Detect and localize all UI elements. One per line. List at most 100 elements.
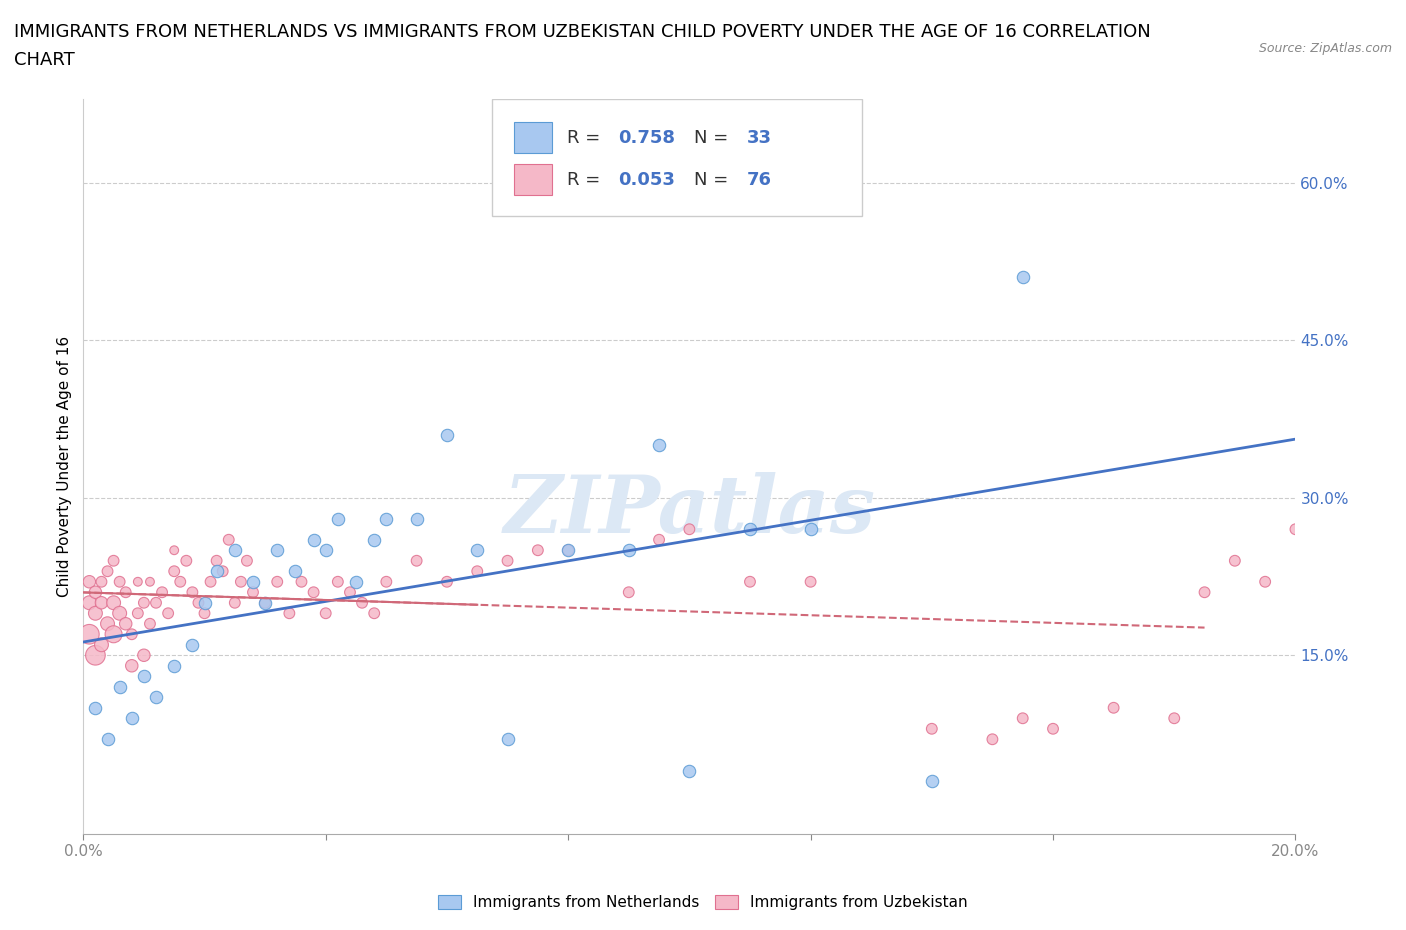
- Point: [90, 595, 112, 610]
- Point: [181, 637, 204, 652]
- Point: [290, 575, 312, 590]
- Point: [90, 637, 112, 652]
- Point: [496, 553, 519, 568]
- Point: [921, 722, 943, 737]
- Point: [242, 575, 264, 590]
- Point: [176, 553, 198, 568]
- Point: [187, 595, 209, 610]
- Point: [254, 595, 277, 610]
- Point: [738, 522, 761, 537]
- Point: [278, 605, 301, 620]
- Point: [527, 543, 550, 558]
- Text: CHART: CHART: [14, 51, 75, 69]
- Text: ZIPatlas: ZIPatlas: [503, 472, 876, 549]
- Point: [84, 585, 107, 600]
- Text: 33: 33: [747, 128, 772, 147]
- Point: [405, 553, 427, 568]
- Point: [79, 575, 101, 590]
- Point: [436, 427, 458, 442]
- Point: [352, 595, 374, 610]
- Text: 0.053: 0.053: [617, 170, 675, 189]
- Y-axis label: Child Poverty Under the Age of 16: Child Poverty Under the Age of 16: [58, 336, 72, 597]
- Point: [236, 553, 259, 568]
- Point: [84, 700, 107, 715]
- Point: [108, 575, 131, 590]
- Point: [145, 690, 167, 705]
- Point: [800, 522, 823, 537]
- Point: [157, 605, 180, 620]
- Point: [132, 595, 155, 610]
- Point: [224, 595, 246, 610]
- Point: [103, 627, 125, 642]
- Point: [121, 658, 143, 673]
- Point: [617, 585, 640, 600]
- Point: [79, 627, 101, 642]
- Point: [800, 575, 823, 590]
- Point: [114, 585, 136, 600]
- Point: [108, 605, 131, 620]
- Text: 0.758: 0.758: [617, 128, 675, 147]
- Point: [981, 732, 1004, 747]
- Text: IMMIGRANTS FROM NETHERLANDS VS IMMIGRANTS FROM UZBEKISTAN CHILD POVERTY UNDER TH: IMMIGRANTS FROM NETHERLANDS VS IMMIGRANT…: [14, 23, 1150, 41]
- Point: [363, 532, 385, 547]
- Point: [648, 438, 671, 453]
- Point: [96, 564, 118, 578]
- Point: [1194, 585, 1216, 600]
- Point: [678, 764, 700, 778]
- Text: N =: N =: [695, 170, 734, 189]
- Point: [163, 543, 186, 558]
- Point: [465, 564, 488, 578]
- Point: [127, 575, 149, 590]
- Point: [617, 543, 640, 558]
- Text: N =: N =: [695, 128, 734, 147]
- Point: [465, 543, 488, 558]
- Point: [169, 575, 191, 590]
- Point: [339, 585, 361, 600]
- Point: [405, 512, 427, 526]
- Point: [139, 617, 162, 631]
- Point: [266, 543, 288, 558]
- Point: [229, 575, 252, 590]
- Bar: [513, 122, 553, 153]
- Point: [218, 532, 240, 547]
- Point: [193, 595, 215, 610]
- Text: 76: 76: [747, 170, 772, 189]
- Point: [145, 595, 167, 610]
- Point: [266, 575, 288, 590]
- Point: [1102, 700, 1125, 715]
- Point: [121, 711, 143, 725]
- Point: [211, 564, 233, 578]
- Point: [1011, 711, 1033, 725]
- Point: [496, 732, 519, 747]
- Point: [1223, 553, 1246, 568]
- Point: [557, 543, 579, 558]
- Point: [103, 553, 125, 568]
- Point: [103, 595, 125, 610]
- Text: R =: R =: [567, 170, 606, 189]
- FancyBboxPatch shape: [492, 99, 862, 217]
- Point: [150, 585, 173, 600]
- Point: [375, 575, 398, 590]
- Point: [205, 564, 228, 578]
- Bar: [513, 164, 553, 195]
- Point: [1284, 522, 1306, 537]
- Point: [132, 669, 155, 684]
- Point: [139, 575, 162, 590]
- Point: [224, 543, 246, 558]
- Point: [1254, 575, 1277, 590]
- Point: [163, 658, 186, 673]
- Point: [648, 532, 671, 547]
- Point: [121, 627, 143, 642]
- Text: R =: R =: [567, 128, 606, 147]
- Point: [302, 585, 325, 600]
- Point: [1163, 711, 1185, 725]
- Point: [193, 605, 215, 620]
- Point: [315, 605, 337, 620]
- Point: [163, 564, 186, 578]
- Point: [96, 617, 118, 631]
- Point: [921, 774, 943, 789]
- Point: [302, 532, 325, 547]
- Point: [738, 575, 761, 590]
- Point: [326, 575, 349, 590]
- Point: [436, 575, 458, 590]
